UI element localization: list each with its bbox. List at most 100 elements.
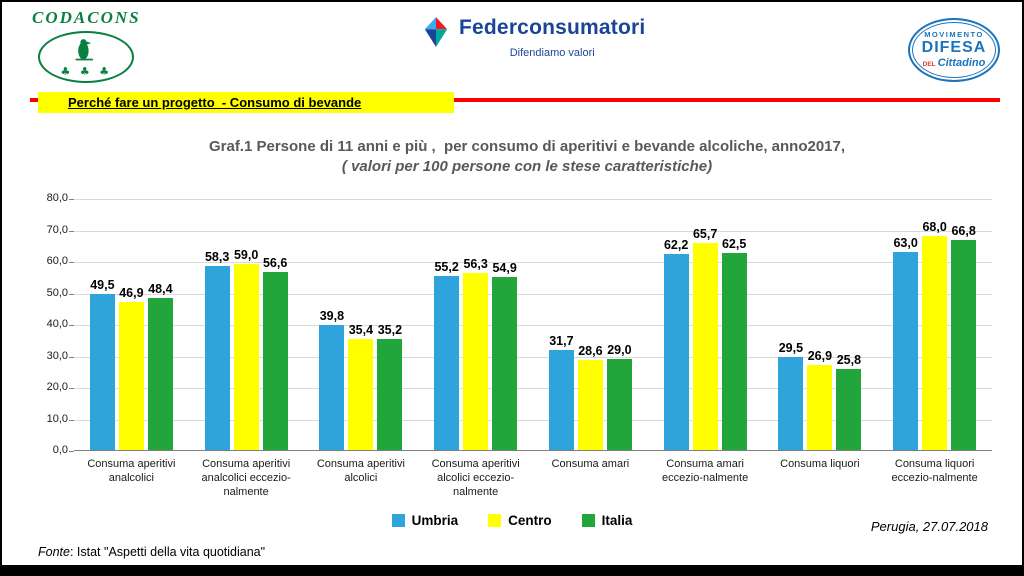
bar-centro-7: 26,9 [807,349,833,450]
bar [262,271,288,450]
gridline [74,230,992,232]
bar-umbria-8: 63,0 [893,235,919,450]
bar-centro-1: 46,9 [118,286,144,450]
y-axis: 0,0 10,0 20,0 30,0 40,0 50,0 60,0 70,0 80,0 [26,192,68,461]
category-label: Consuma liquori eccezio-nalmente [891,458,978,484]
bar [922,235,948,450]
category-label: Consuma amari eccezio-nalmente [662,458,749,484]
slide-title-banner: Perché fare un progetto - Consumo di bev… [38,92,454,113]
bar-italia-2: 56,6 [262,256,288,450]
bar-italia-6: 62,5 [721,237,747,450]
codacons-logo: CODACONS ♣ ♣ ♣ [32,8,141,83]
y-axis-tick-label: 60,0 [46,255,68,267]
source-text: : Istat "Aspetti della vita quotidiana" [69,545,266,559]
chart-title: Graf.1 Persone di 11 anni e più , per co… [208,138,846,155]
federconsumatori-tagline: Difendiamo valori [509,47,595,59]
codacons-emblem: ♣ ♣ ♣ [38,31,135,83]
source-label: Fonte [38,545,70,559]
chart-legend: Umbria Centro Italia [2,513,1022,528]
bar-value-label: 58,3 [204,250,230,265]
bar-value-label: 55,2 [434,260,459,275]
y-axis-tick-label: 70,0 [46,223,68,236]
legend-label: Centro [508,513,552,528]
y-axis-tick-mark [69,199,74,200]
bar [492,277,518,450]
y-axis-tick-mark [69,388,74,389]
category-label: Consuma aperitivi analcolici [87,458,176,484]
bar-value-label: 28,6 [578,343,603,358]
bar-umbria-6: 62,2 [663,238,689,450]
bar-umbria-4: 55,2 [434,260,460,450]
falcon-icon [67,37,105,68]
bar-umbria-7: 29,5 [778,341,804,450]
bar-value-label: 68,0 [922,219,947,234]
y-axis-tick-mark [69,325,74,326]
bar [434,276,460,450]
gridline [74,419,992,421]
category-label: Consuma liquori [780,458,860,470]
gridline [74,388,992,389]
federconsumatori-diamond-icon [422,16,450,59]
y-axis-tick-mark [69,451,74,452]
bar-group-5: 31,7 28,6 29,0 [533,199,648,450]
mdc-difesa-label: DIFESA [921,39,987,57]
gridline [74,199,992,200]
y-axis-tick-label: 50,0 [46,286,68,299]
shamrock-icons: ♣ ♣ ♣ [60,65,113,78]
bar [204,266,230,450]
category-label: Consuma amari [551,458,630,470]
bar-value-label: 49,5 [90,278,115,293]
bar-group-8: 63,0 68,0 66,8 [877,199,992,450]
bar-value-label: 29,5 [778,341,804,356]
bar-umbria-5: 31,7 [548,334,574,450]
bar-value-label: 31,7 [549,334,574,349]
legend-item-italia: Italia [581,513,632,528]
gridline [74,293,992,295]
bar-group-4: 55,2 56,3 54,9 [418,199,533,450]
bar-value-label: 54,9 [492,261,517,276]
bar-value-label: 25,8 [836,352,862,367]
bar [463,272,489,450]
bar-value-label: 46,9 [119,286,144,301]
y-axis-tick-label: 10,0 [46,412,68,425]
bar-centro-2: 59,0 [233,248,259,450]
bar [606,358,632,450]
legend-swatch [391,514,405,527]
bar [951,239,977,450]
legend-swatch [488,514,502,527]
bar-value-label: 63,0 [893,235,918,250]
bar [836,368,862,450]
bar-italia-5: 29,0 [606,343,632,450]
bar [348,338,374,450]
bar-value-label: 26,9 [807,349,833,364]
bar-centro-6: 65,7 [692,227,718,450]
bar [893,251,919,450]
y-axis-tick-label: 30,0 [46,349,68,362]
category-label: Consuma aperitivi analcolici eccezio-nal… [201,458,291,498]
source-note: Fonte: Istat "Aspetti della vita quotidi… [38,545,265,559]
y-axis-tick-mark [69,356,74,358]
bar [548,350,574,450]
place-date: Perugia, 27.07.2018 [870,519,988,534]
y-axis-tick-label: 0,0 [52,444,68,456]
bar-group-7: 29,5 26,9 25,8 [763,199,878,450]
bar-value-label: 66,8 [951,223,976,238]
plot-area: 49,5 46,9 48,4 58,3 59,0 56,6 39,8 35,4 35,2 55,2… [69,199,992,452]
y-axis-tick-label: 20,0 [46,381,68,393]
y-axis-tick-mark [69,230,74,232]
gridline [74,356,992,358]
y-axis-tick-label: 40,0 [46,318,68,330]
bar-centro-8: 68,0 [922,219,948,450]
legend-item-umbria: Umbria [391,513,458,528]
y-axis-tick-label: 80,0 [46,192,68,204]
category-label: Consuma aperitivi alcolici eccezio-nalme… [431,458,520,498]
bar-value-label: 35,4 [348,322,374,337]
bar-group-3: 39,8 35,4 35,2 [304,199,419,450]
mdc-cittadino-label: Cittadino [937,56,986,69]
slide-title: Perché fare un progetto - Consumo di bev… [68,95,362,110]
codacons-title: CODACONS [32,8,141,27]
y-axis-tick-mark [69,293,74,295]
bar-value-label: 65,7 [692,227,718,242]
bar-group-6: 62,2 65,7 62,5 [648,199,763,450]
bar [377,339,403,450]
